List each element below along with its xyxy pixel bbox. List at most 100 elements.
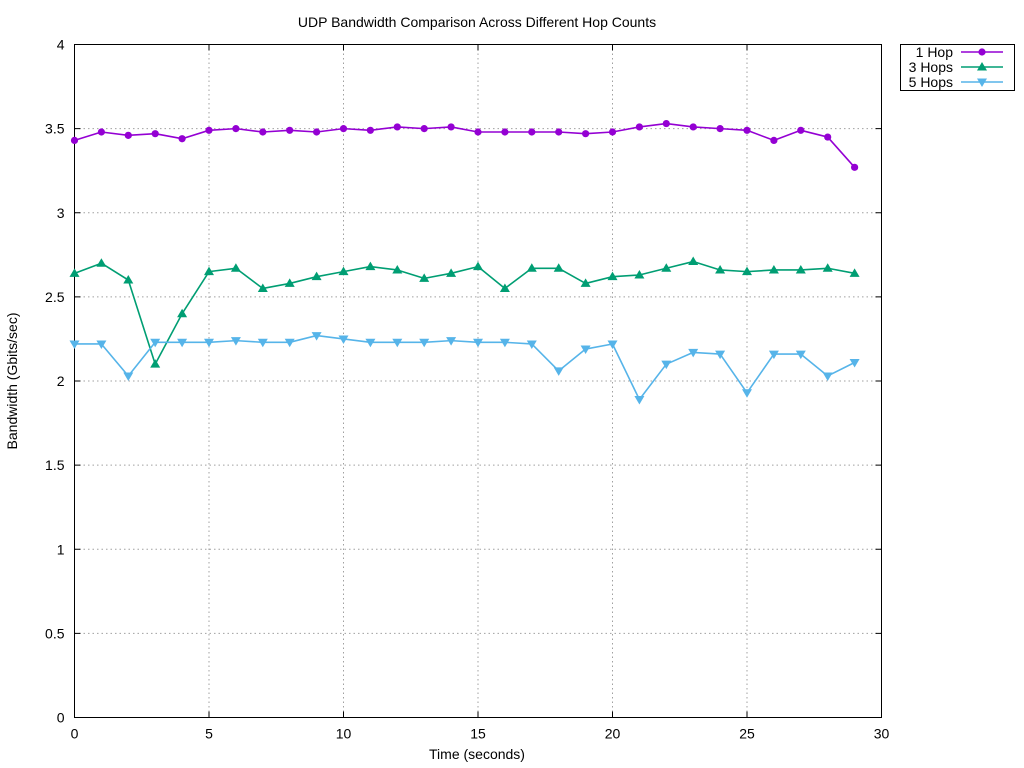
data-point-5-hops (446, 337, 457, 346)
data-point-5-hops (69, 340, 80, 349)
data-point-3-hops (553, 263, 564, 272)
x-tick-label: 5 (205, 726, 213, 742)
data-point-1-hop (608, 128, 617, 136)
data-point-3-hops (123, 275, 134, 284)
y-tick-label: 2.5 (45, 289, 65, 305)
data-point-5-hops (257, 338, 268, 348)
legend-label-3-hops: 3 Hops (909, 59, 953, 75)
data-point-1-hop (259, 128, 267, 136)
x-axis-label: Time (seconds) (429, 746, 525, 762)
series-1-hop (70, 119, 859, 171)
data-point-1-hop (97, 128, 105, 136)
data-point-3-hops (446, 268, 457, 277)
series-line-5-hops (74, 334, 855, 401)
data-point-3-hops (311, 271, 322, 281)
data-point-1-hop (151, 130, 159, 138)
data-point-1-hop (555, 128, 563, 136)
data-point-5-hops (123, 372, 134, 381)
data-point-1-hop (178, 135, 186, 143)
data-point-1-hop (474, 128, 482, 136)
data-point-3-hops (177, 308, 188, 318)
data-point-1-hop (662, 119, 670, 128)
data-point-3-hops (284, 278, 295, 287)
x-tick-label: 30 (874, 726, 890, 742)
data-point-1-hop (232, 125, 240, 133)
y-tick-label: 0 (57, 710, 65, 726)
data-point-5-hops (795, 350, 806, 360)
legend-label-1-hop: 1 Hop (916, 44, 954, 60)
data-point-3-hops (150, 359, 161, 368)
series-line-3-hops (74, 260, 855, 365)
data-point-1-hop (286, 126, 294, 134)
data-point-3-hops (742, 266, 752, 276)
y-tick-label: 1 (57, 541, 65, 557)
data-point-1-hop (689, 123, 697, 131)
data-point-1-hop (420, 125, 428, 133)
series-3-hops (69, 256, 860, 368)
legend-marker-3-hops (977, 62, 987, 71)
data-point-5-hops (365, 338, 376, 348)
data-point-1-hop (70, 136, 79, 145)
data-point-5-hops (742, 389, 752, 398)
axis-ticks: 0 5 10 15 20 25 30 0 0.5 1 1.5 2 2.5 3 3.5 4 (45, 37, 889, 742)
data-point-3-hops (419, 273, 430, 282)
data-point-3-hops (473, 261, 483, 271)
data-point-5-hops (580, 345, 591, 355)
data-point-5-hops (150, 338, 161, 348)
data-point-3-hops (607, 271, 618, 281)
data-point-5-hops (768, 350, 779, 360)
data-point-5-hops (553, 367, 564, 376)
legend-label-5-hops: 5 Hops (909, 74, 953, 90)
data-point-5-hops (473, 338, 483, 348)
data-point-5-hops (284, 338, 295, 348)
y-tick-label: 3 (57, 205, 65, 221)
data-point-3-hops (392, 264, 403, 274)
data-point-3-hops (768, 264, 779, 274)
data-point-5-hops (230, 337, 241, 346)
data-point-5-hops (499, 338, 510, 348)
data-point-1-hop (366, 126, 374, 134)
data-point-5-hops (607, 340, 618, 349)
data-point-5-hops (338, 335, 349, 344)
x-tick-label: 10 (336, 726, 352, 742)
data-point-3-hops (715, 264, 726, 274)
data-point-3-hops (230, 263, 241, 272)
y-tick-label: 0.5 (45, 625, 65, 641)
data-point-1-hop (393, 123, 401, 131)
data-point-1-hop (339, 125, 348, 133)
data-point-3-hops (526, 263, 537, 272)
data-point-1-hop (824, 133, 832, 141)
data-point-3-hops (580, 278, 591, 287)
chart-title: UDP Bandwidth Comparison Across Differen… (298, 14, 656, 30)
y-tick-label: 2 (57, 373, 65, 389)
data-point-3-hops (849, 268, 860, 277)
data-point-1-hop (582, 130, 590, 138)
data-point-1-hop (743, 126, 751, 134)
data-point-3-hops (661, 263, 672, 272)
data-point-1-hop (124, 131, 132, 139)
data-point-1-hop (797, 126, 805, 134)
data-point-3-hops (96, 258, 107, 267)
data-point-5-hops (715, 350, 726, 360)
x-tick-label: 20 (605, 726, 621, 742)
data-point-3-hops (204, 266, 214, 276)
data-point-1-hop (313, 128, 321, 136)
y-axis-label: Bandwidth (Gbits/sec) (4, 313, 20, 450)
series-line-1-hop (74, 122, 856, 168)
data-point-5-hops (688, 348, 699, 358)
data-point-1-hop (851, 163, 859, 171)
series-5-hops (69, 332, 860, 405)
data-point-5-hops (177, 338, 188, 348)
data-point-1-hop (501, 128, 509, 136)
data-point-1-hop (770, 136, 778, 145)
data-point-5-hops (419, 338, 430, 348)
data-point-5-hops (392, 338, 403, 348)
data-point-5-hops (822, 372, 833, 381)
data-point-3-hops (795, 264, 806, 274)
data-point-1-hop (205, 126, 213, 134)
data-point-3-hops (69, 268, 80, 277)
legend-marker-1-hop (978, 48, 986, 56)
data-point-1-hop (716, 125, 724, 133)
